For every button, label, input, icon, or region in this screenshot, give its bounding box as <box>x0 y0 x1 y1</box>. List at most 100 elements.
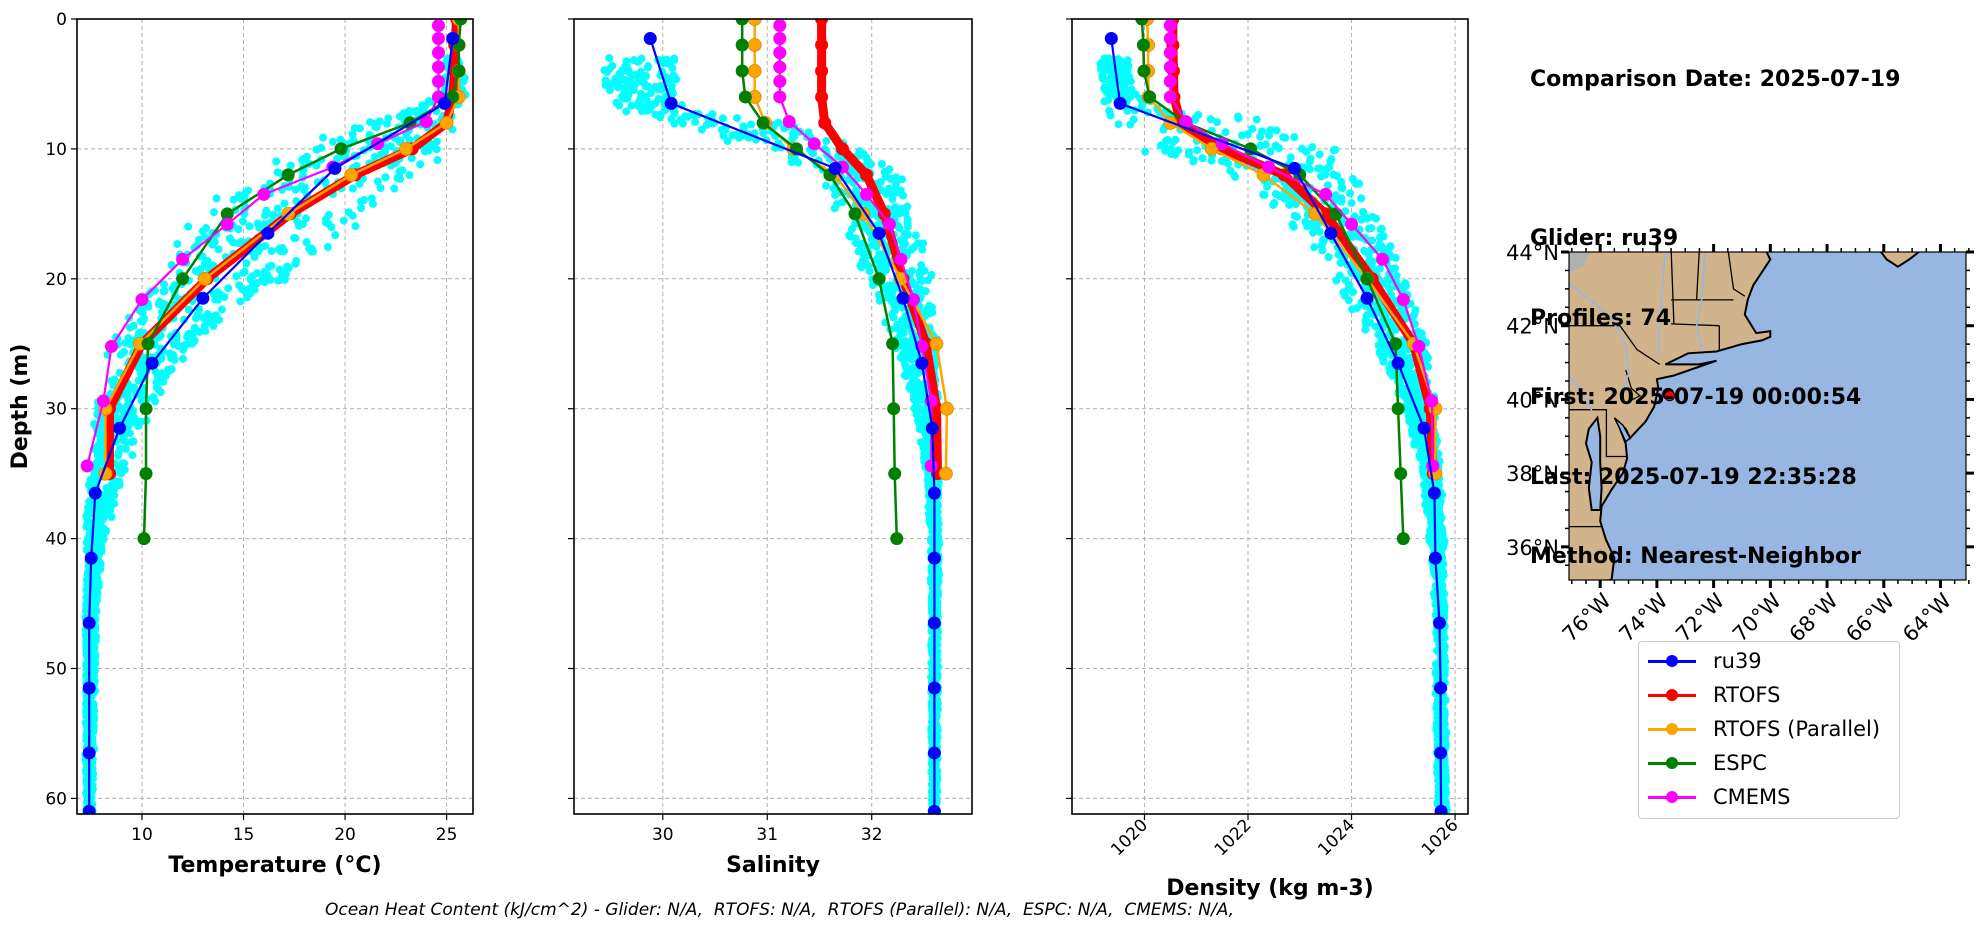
scatter-point <box>169 340 178 349</box>
scatter-point <box>907 355 916 364</box>
scatter-point <box>630 56 639 65</box>
scatter-point <box>906 385 915 394</box>
scatter-point <box>328 137 337 146</box>
data-point <box>139 467 153 481</box>
scatter-point <box>914 385 923 394</box>
scatter-point <box>1368 212 1377 221</box>
data-point <box>907 293 921 307</box>
scatter-point <box>1346 286 1355 295</box>
x-tick-label: 20 <box>334 825 356 845</box>
scatter-point <box>1398 347 1407 356</box>
data-point <box>940 401 954 416</box>
scatter-point <box>1192 146 1201 155</box>
x-tick-label: 25 <box>436 825 458 845</box>
lat-tick-label: 38°N <box>1506 462 1559 486</box>
data-point <box>1179 115 1193 129</box>
data-point <box>334 142 348 156</box>
scatter-point <box>1433 718 1442 727</box>
y-tick-label: 20 <box>45 270 67 290</box>
scatter-point <box>152 383 161 392</box>
scatter-point <box>1137 103 1146 112</box>
legend-label: RTOFS <box>1713 683 1781 707</box>
scatter-point <box>432 137 441 146</box>
scatter-point <box>331 231 340 240</box>
scatter-point <box>1346 230 1355 239</box>
scatter-point <box>405 171 414 180</box>
scatter-point <box>85 533 94 542</box>
x-axis-label: Density (kg m-3) <box>1166 876 1374 901</box>
scatter-point <box>97 449 106 458</box>
scatter-point <box>1324 253 1333 262</box>
scatter-point <box>87 476 96 485</box>
scatter-point <box>1440 711 1449 720</box>
scatter-point <box>393 174 402 183</box>
scatter-point <box>200 313 209 322</box>
scatter-point <box>1317 172 1326 181</box>
scatter-point <box>1114 120 1123 129</box>
data-point <box>848 207 862 221</box>
scatter-point <box>662 55 671 64</box>
scatter-point <box>1317 241 1326 250</box>
scatter-point <box>224 284 233 293</box>
data-point <box>927 486 941 500</box>
data-point <box>927 746 941 760</box>
series-group <box>643 19 954 814</box>
data-point <box>1376 252 1390 266</box>
scatter-point <box>788 134 797 143</box>
data-point <box>257 187 271 201</box>
scatter-point <box>1437 599 1446 608</box>
river <box>1695 252 1706 352</box>
scatter-point <box>1198 154 1207 163</box>
legend-swatch <box>1648 651 1696 671</box>
last-time: Last: 2025-07-19 22:35:28 <box>1530 464 1857 490</box>
scatter-point <box>622 66 631 75</box>
scatter-point <box>1437 583 1446 592</box>
data-point <box>431 19 445 32</box>
scatter-point <box>305 244 314 253</box>
data-point <box>446 31 460 45</box>
lon-tick-label: 74°W <box>1614 588 1672 646</box>
scatter-point <box>294 221 303 230</box>
scatter-point <box>1107 77 1116 86</box>
scatter-point <box>718 114 727 123</box>
nova-scotia <box>1879 252 1921 268</box>
scatter-point <box>183 340 192 349</box>
data-point <box>176 272 190 286</box>
data-point <box>419 115 433 129</box>
data-point <box>431 46 445 60</box>
scatter-point <box>691 117 700 126</box>
scatter-point <box>1411 305 1420 314</box>
data-point <box>281 168 295 182</box>
scatter-point <box>1104 95 1113 104</box>
data-point <box>882 217 896 231</box>
scatter-point <box>416 160 425 169</box>
scatter-point <box>883 287 892 296</box>
legend-swatch <box>1648 685 1696 705</box>
scatter-point <box>370 152 379 161</box>
data-point <box>135 293 149 307</box>
data-point <box>915 356 929 370</box>
scatter-point <box>107 512 116 521</box>
scatter-point <box>1308 143 1317 152</box>
scatter-point <box>927 303 936 312</box>
scatter-point <box>1374 341 1383 350</box>
scatter-point <box>98 511 107 520</box>
scatter-point <box>1315 150 1324 159</box>
data-point <box>927 681 941 695</box>
scatter-point <box>822 137 831 146</box>
scatter-point <box>1435 529 1444 538</box>
data-point <box>80 459 94 473</box>
data-point <box>1163 74 1177 88</box>
scatter-point <box>88 737 97 746</box>
scatter-point <box>260 211 269 220</box>
scatter-point <box>644 82 653 91</box>
scatter-point <box>898 175 907 184</box>
scatter-point <box>880 168 889 177</box>
scatter-point <box>1252 115 1261 124</box>
data-point <box>738 90 752 104</box>
comparison-date: Comparison Date: 2025-07-19 <box>1530 67 1901 92</box>
data-point <box>454 19 468 26</box>
scatter-point <box>1107 63 1116 72</box>
legend-label: CMEMS <box>1713 785 1791 809</box>
y-tick-label: 50 <box>45 660 67 680</box>
